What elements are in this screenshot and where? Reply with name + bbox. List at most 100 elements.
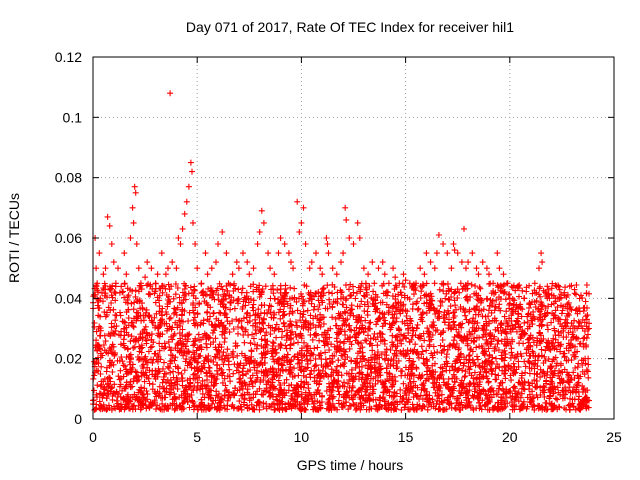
x-tick-label: 20 [502, 429, 518, 445]
scatter-point [390, 341, 397, 348]
scatter-point [421, 337, 428, 344]
scatter-point [227, 378, 234, 385]
scatter-point [566, 283, 573, 290]
scatter-point [495, 385, 502, 392]
scatter-point [323, 235, 330, 241]
scatter-point [167, 90, 174, 97]
scatter-point [559, 387, 566, 394]
scatter-point [529, 334, 536, 341]
scatter-point [93, 337, 100, 344]
scatter-point [359, 384, 366, 391]
scatter-point [166, 315, 173, 322]
scatter-point [298, 219, 305, 226]
scatter-point [203, 344, 210, 351]
scatter-point [156, 340, 163, 347]
scatter-point [159, 289, 166, 296]
scatter-point [455, 402, 462, 409]
scatter-point [538, 346, 545, 353]
scatter-point [256, 229, 263, 235]
scatter-point [558, 310, 565, 317]
scatter-point [258, 207, 265, 214]
scatter-point [235, 330, 241, 337]
scatter-point [529, 388, 536, 395]
scatter-point [371, 280, 378, 287]
scatter-point [414, 306, 421, 313]
scatter-point [324, 282, 331, 289]
scatter-point [429, 332, 436, 338]
scatter-point [281, 241, 288, 247]
scatter-point [326, 300, 333, 307]
scatter-point [356, 348, 363, 355]
scatter-point [309, 336, 316, 343]
scatter-point [350, 241, 357, 247]
scatter-point [258, 368, 265, 375]
scatter-point [424, 325, 431, 332]
scatter-point [148, 343, 155, 350]
scatter-point [535, 353, 542, 360]
scatter-point [478, 297, 485, 303]
scatter-point [383, 352, 390, 359]
scatter-point [119, 387, 126, 394]
scatter-point [235, 265, 242, 272]
scatter-point [104, 213, 111, 220]
scatter-point [108, 385, 115, 392]
scatter-point [436, 405, 443, 412]
scatter-point [130, 219, 137, 226]
scatter-point [439, 337, 446, 343]
scatter-point [559, 307, 566, 314]
scatter-point [584, 312, 591, 319]
scatter-point [98, 363, 105, 370]
scatter-point [215, 241, 221, 247]
scatter-point [532, 304, 539, 311]
scatter-point [565, 329, 572, 336]
scatter-point [531, 280, 538, 287]
scatter-point [247, 340, 254, 347]
scatter-point [336, 391, 343, 398]
scatter-point [431, 265, 438, 272]
scatter-point [486, 271, 492, 278]
scatter-point [494, 361, 501, 368]
scatter-point [447, 392, 454, 399]
scatter-point [283, 345, 290, 352]
scatter-point [122, 363, 128, 370]
scatter-point [213, 376, 220, 382]
scatter-point [275, 377, 282, 384]
scatter-point [325, 289, 332, 296]
scatter-point [535, 305, 542, 312]
scatter-point [278, 334, 285, 341]
scatter-point [282, 405, 289, 412]
scatter-point [262, 283, 269, 290]
scatter-point [462, 312, 469, 319]
scatter-point [369, 259, 376, 266]
scatter-point [269, 339, 276, 346]
scatter-point [501, 357, 508, 364]
scatter-point [130, 306, 137, 313]
scatter-point [128, 300, 135, 307]
scatter-point [299, 314, 306, 321]
scatter-point [91, 372, 98, 379]
scatter-point [311, 363, 318, 370]
scatter-point [332, 315, 339, 322]
scatter-point [503, 308, 510, 315]
scatter-point [231, 361, 238, 368]
scatter-point [125, 315, 132, 321]
scatter-point [468, 281, 475, 288]
scatter-point [184, 377, 191, 384]
scatter-point [461, 374, 468, 380]
y-tick-label: 0.1 [63, 109, 83, 125]
scatter-point [135, 389, 142, 396]
scatter-point [213, 259, 219, 266]
scatter-point [363, 337, 370, 344]
scatter-point [185, 318, 192, 324]
scatter-point [123, 354, 130, 361]
scatter-point [450, 337, 457, 344]
scatter-point [165, 338, 172, 345]
scatter-point [410, 358, 417, 365]
scatter-point [99, 289, 105, 296]
scatter-point [322, 356, 329, 363]
scatter-point [162, 271, 169, 278]
scatter-point [324, 336, 330, 343]
scatter-point [328, 341, 335, 348]
scatter-point [455, 329, 462, 335]
